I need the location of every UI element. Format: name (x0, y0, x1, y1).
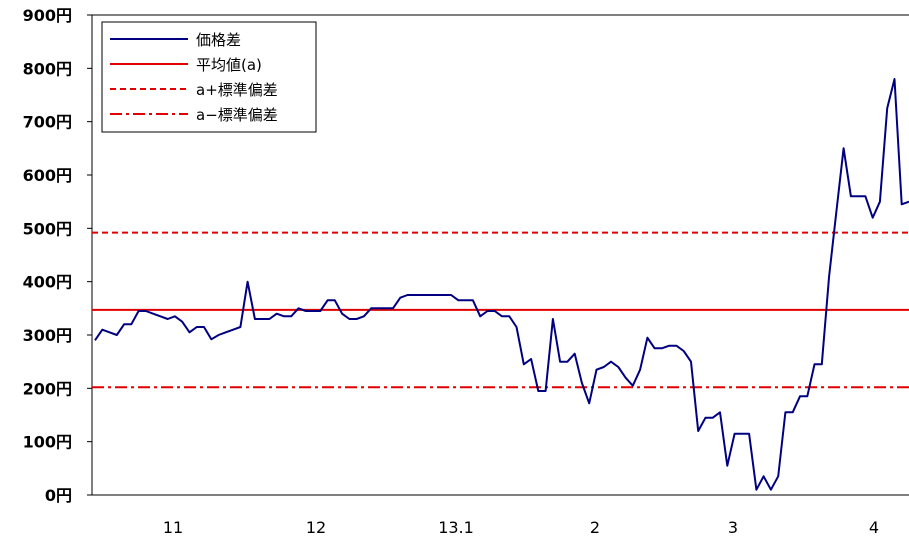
x-tick-label: 4 (869, 518, 879, 536)
reference-lines (92, 231, 909, 389)
y-tick-label: 700円 (23, 113, 72, 132)
y-tick-label: 100円 (23, 433, 72, 452)
chart-axes (91, 14, 909, 496)
legend-label: 価格差 (196, 31, 241, 49)
price-difference-series-line (94, 78, 909, 491)
y-axis-ticks: 0円 100円 200円 300円 400円 500円 600円 700円 800円 900円 (23, 6, 92, 505)
x-axis-ticks: 11 12 13.1 2 3 4 (163, 518, 879, 536)
x-tick-label: 11 (163, 518, 183, 536)
legend-label: a−標準偏差 (196, 106, 278, 124)
x-tick-label: 3 (728, 518, 738, 536)
y-tick-label: 500円 (23, 219, 72, 238)
x-tick-label: 13.1 (438, 518, 474, 536)
y-tick-label: 0円 (45, 486, 72, 505)
x-tick-label: 2 (590, 518, 600, 536)
y-tick-label: 900円 (23, 6, 72, 25)
y-tick-label: 200円 (23, 379, 72, 398)
y-tick-label: 300円 (23, 326, 72, 345)
x-tick-label: 12 (306, 518, 326, 536)
y-tick-label: 800円 (23, 59, 72, 78)
y-tick-label: 600円 (23, 166, 72, 185)
y-tick-label: 400円 (23, 273, 72, 292)
series-lines (94, 78, 909, 491)
legend-label: 平均値(a) (196, 56, 262, 74)
legend-label: a+標準偏差 (196, 81, 278, 99)
